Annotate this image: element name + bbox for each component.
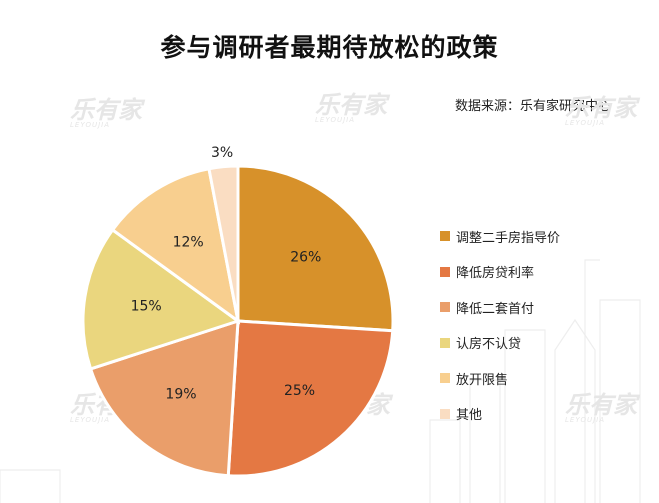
pie-slice <box>207 164 240 322</box>
pie-slice <box>88 318 240 478</box>
pie-slice <box>226 319 395 478</box>
legend-swatch <box>440 231 450 241</box>
pie-slice-label: 25% <box>284 383 315 399</box>
legend-item: 降低房贷利率 <box>440 262 560 282</box>
legend-item: 放开限售 <box>440 368 560 388</box>
pie-slice-label: 19% <box>165 386 196 402</box>
legend-label: 调整二手房指导价 <box>456 230 561 246</box>
chart-title: 参与调研者最期待放松的政策 <box>160 33 499 62</box>
legend-swatch <box>440 373 450 383</box>
legend-label: 降低二套首付 <box>456 301 535 317</box>
pie-slice-label: 3% <box>211 145 233 161</box>
legend-item: 调整二手房指导价 <box>440 226 560 246</box>
legend-swatch <box>440 337 450 348</box>
legend-swatch <box>440 408 450 419</box>
pie-slice-label: 12% <box>173 234 204 250</box>
pie-slice-label: 15% <box>131 298 162 314</box>
legend-item: 其他 <box>440 404 560 424</box>
legend-item: 降低二套首付 <box>440 297 560 317</box>
pie-slice <box>236 164 395 333</box>
chart-legend: 调整二手房指导价 降低房贷利率 降低二套首付 认房不认贷放开限售其他 <box>440 226 560 439</box>
pie-slice <box>110 166 241 325</box>
pie-slice-label: 26% <box>290 249 321 265</box>
legend-swatch <box>440 266 450 277</box>
legend-label: 降低房贷利率 <box>456 266 535 281</box>
pie-slice <box>81 227 242 371</box>
legend-label: 其他 <box>456 408 483 423</box>
legend-label: 认房不认贷 <box>456 337 522 352</box>
legend-item: 认房不认贷 <box>440 333 560 353</box>
legend-swatch <box>440 302 450 312</box>
data-source-note: 数据来源：乐有家研究中心 <box>454 99 611 114</box>
legend-label: 放开限售 <box>456 372 509 388</box>
